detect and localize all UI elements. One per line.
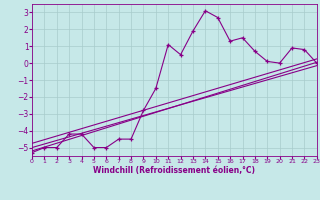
X-axis label: Windchill (Refroidissement éolien,°C): Windchill (Refroidissement éolien,°C) xyxy=(93,166,255,175)
